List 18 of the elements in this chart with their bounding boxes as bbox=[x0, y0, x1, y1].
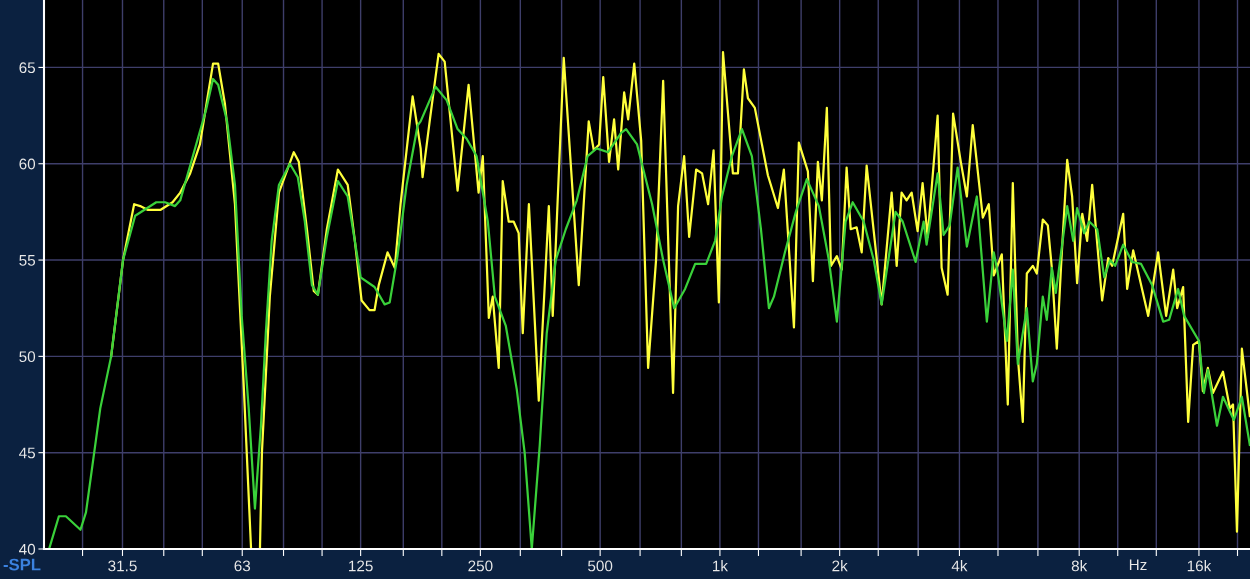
x-tick-label: 63 bbox=[234, 560, 251, 572]
y-tick-label: 55 bbox=[19, 255, 36, 266]
y-tick-label: 50 bbox=[19, 351, 36, 363]
y-tick-label: 65 bbox=[19, 62, 36, 74]
x-tick-label: 250 bbox=[468, 560, 493, 572]
x-tick-label: 500 bbox=[588, 560, 613, 572]
y-tick-label: 45 bbox=[19, 447, 36, 459]
x-tick-label: 125 bbox=[349, 560, 373, 572]
x-axis-title: Hz bbox=[1129, 559, 1147, 570]
x-tick-label: 4k bbox=[951, 560, 968, 572]
x-tick-label: 2k bbox=[832, 560, 848, 572]
x-tick-label: 1k bbox=[713, 560, 728, 572]
x-tick-label: 8k bbox=[1071, 560, 1088, 572]
x-tick-label: 31.5 bbox=[108, 560, 137, 572]
y-tick-label: 60 bbox=[19, 158, 36, 170]
y-tick-label: 40 bbox=[19, 543, 36, 555]
y-axis-title: -SPL bbox=[3, 558, 41, 571]
x-tick-label: 16k bbox=[1187, 560, 1212, 572]
